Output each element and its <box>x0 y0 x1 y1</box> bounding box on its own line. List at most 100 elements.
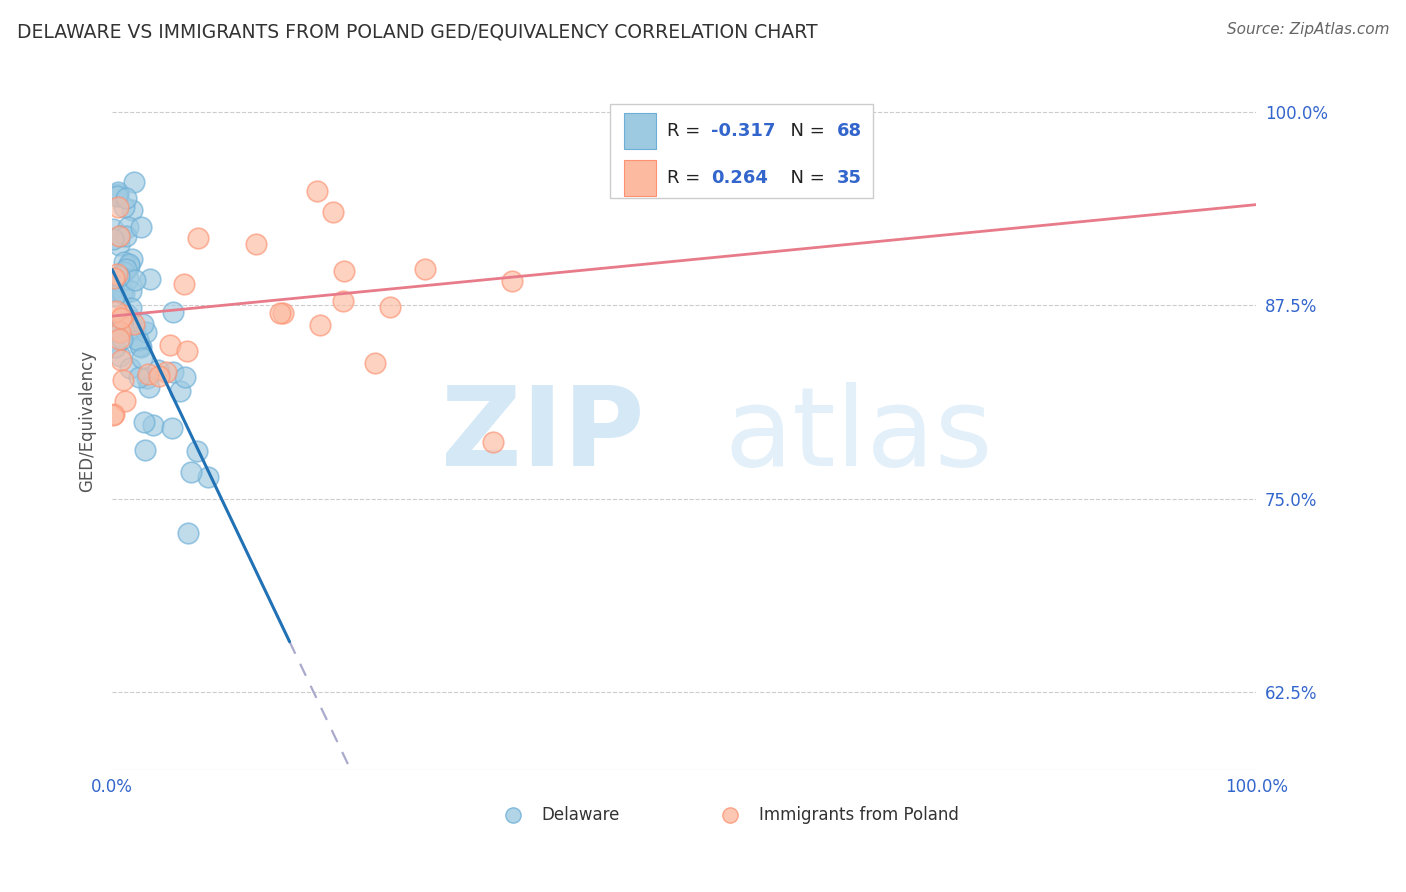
Point <box>112 255 135 269</box>
Point <box>117 315 139 329</box>
Point <box>142 418 165 433</box>
Point <box>138 368 160 382</box>
Point <box>127 333 149 347</box>
Point <box>129 220 152 235</box>
Point <box>115 318 138 333</box>
Point <box>114 262 136 277</box>
Point <box>108 350 131 364</box>
Point <box>107 268 129 282</box>
Point <box>160 421 183 435</box>
Text: -0.317: -0.317 <box>710 121 775 140</box>
Point <box>131 351 153 365</box>
Point <box>122 175 145 189</box>
Point <box>120 284 142 298</box>
Point <box>305 185 328 199</box>
FancyBboxPatch shape <box>624 112 655 149</box>
FancyBboxPatch shape <box>610 104 873 198</box>
Point <box>108 229 131 244</box>
Point <box>114 228 136 243</box>
Point <box>139 272 162 286</box>
Point <box>118 322 141 336</box>
Point <box>104 340 127 354</box>
Point <box>134 442 156 457</box>
Text: 35: 35 <box>837 169 862 186</box>
Point <box>103 283 125 297</box>
Text: N =: N = <box>779 169 831 186</box>
Point <box>121 252 143 266</box>
Point <box>121 203 143 218</box>
Point <box>129 339 152 353</box>
Point <box>481 434 503 449</box>
Point <box>103 407 125 421</box>
Point <box>159 338 181 352</box>
Point <box>117 307 139 321</box>
Point <box>117 272 139 286</box>
Point <box>309 318 332 332</box>
Point <box>169 384 191 399</box>
Point <box>103 272 125 286</box>
Text: Source: ZipAtlas.com: Source: ZipAtlas.com <box>1226 22 1389 37</box>
Point <box>146 363 169 377</box>
Text: Delaware: Delaware <box>541 806 620 824</box>
Point <box>110 274 132 288</box>
Point <box>120 301 142 315</box>
Text: DELAWARE VS IMMIGRANTS FROM POLAND GED/EQUIVALENCY CORRELATION CHART: DELAWARE VS IMMIGRANTS FROM POLAND GED/E… <box>17 22 817 41</box>
Point <box>363 356 385 370</box>
Point <box>162 305 184 319</box>
Point <box>117 219 139 234</box>
Point <box>110 325 132 339</box>
Point <box>115 190 138 204</box>
Point <box>103 221 125 235</box>
Point <box>103 288 125 302</box>
Point <box>110 332 132 346</box>
Point <box>124 272 146 286</box>
Point <box>107 200 129 214</box>
Point <box>115 315 138 329</box>
Point <box>501 274 523 288</box>
Text: R =: R = <box>668 169 706 186</box>
Point <box>112 265 135 279</box>
Point <box>103 408 125 422</box>
Point <box>117 257 139 271</box>
Point <box>111 373 134 387</box>
Point <box>177 525 200 540</box>
Point <box>271 306 294 320</box>
Point <box>110 352 132 367</box>
Point <box>245 237 267 252</box>
Point <box>105 189 128 203</box>
Point <box>112 200 135 214</box>
Point <box>104 304 127 318</box>
Point <box>174 370 197 384</box>
Point <box>135 325 157 339</box>
Point <box>180 465 202 479</box>
Point <box>122 317 145 331</box>
Point <box>380 300 402 314</box>
Point <box>103 232 125 246</box>
Point <box>332 264 354 278</box>
Point <box>118 361 141 376</box>
Point <box>112 313 135 327</box>
Point <box>155 365 177 379</box>
Point <box>107 185 129 199</box>
Point <box>103 270 125 285</box>
Point <box>110 311 132 326</box>
Point <box>108 238 131 252</box>
Text: 0.264: 0.264 <box>710 169 768 186</box>
Point <box>413 262 436 277</box>
Point <box>124 322 146 336</box>
Point <box>112 287 135 301</box>
Point <box>107 333 129 347</box>
Point <box>108 269 131 284</box>
Point <box>134 415 156 429</box>
Point <box>136 370 159 384</box>
Point <box>118 259 141 273</box>
Point <box>186 444 208 458</box>
Point <box>173 277 195 292</box>
Point <box>187 231 209 245</box>
Point <box>128 370 150 384</box>
Point <box>111 285 134 300</box>
Point <box>176 344 198 359</box>
Point <box>138 379 160 393</box>
Text: R =: R = <box>668 121 706 140</box>
Point <box>148 368 170 383</box>
